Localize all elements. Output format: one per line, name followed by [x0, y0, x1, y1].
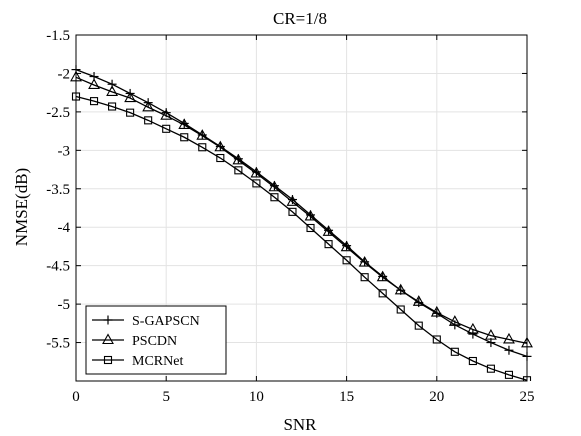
y-tick-label: -5 [58, 297, 71, 313]
triangle-marker [358, 255, 371, 267]
square-marker [432, 335, 441, 344]
square-marker [324, 240, 333, 249]
triangle-marker [178, 118, 191, 130]
triangle-marker [286, 195, 299, 206]
series-pscdn [70, 70, 533, 348]
triangle-marker [102, 333, 114, 345]
triangle-marker [268, 180, 281, 192]
square-marker [378, 289, 387, 298]
plot-area [70, 65, 533, 381]
square-marker [144, 116, 153, 125]
square-marker [360, 273, 369, 282]
triangle-marker [304, 209, 317, 221]
plus-marker [468, 329, 478, 339]
square-marker [288, 207, 297, 216]
triangle-marker [250, 166, 263, 178]
square-marker [234, 166, 243, 175]
triangle-marker [466, 322, 479, 334]
x-axis-label: SNR [283, 415, 317, 434]
triangle-marker [196, 129, 209, 140]
x-tick-label: 5 [162, 389, 170, 405]
y-tick-label: -3 [58, 143, 71, 159]
triangle-marker [232, 153, 245, 165]
legend-label: MCRNet [132, 354, 183, 369]
plot-frame [75, 34, 528, 382]
square-marker [504, 370, 514, 379]
square-marker [396, 305, 405, 314]
square-marker [216, 153, 225, 163]
square-marker [162, 124, 171, 133]
x-tick-label: 15 [339, 389, 354, 405]
square-marker [180, 133, 189, 142]
square-marker [71, 92, 81, 101]
y-tick-label: -3.5 [46, 182, 70, 198]
square-marker [414, 321, 423, 330]
series-line [75, 68, 528, 358]
triangle-marker [376, 270, 389, 282]
triangle-marker [160, 109, 173, 120]
plus-marker [504, 345, 514, 355]
triangle-marker [214, 140, 227, 152]
square-marker [522, 376, 532, 381]
series-mcrnet [71, 92, 532, 381]
x-tick-label: 10 [249, 389, 264, 405]
square-marker [103, 355, 113, 365]
square-marker [89, 97, 99, 106]
square-marker [108, 102, 117, 111]
y-tick-label: -2 [58, 66, 71, 82]
y-axis-label: NMSE(dB) [12, 168, 31, 246]
plus-marker [103, 315, 113, 325]
square-marker [270, 193, 279, 202]
triangle-marker [484, 329, 497, 340]
y-tick-label: -4.5 [46, 259, 70, 275]
triangle-marker [124, 91, 137, 103]
triangle-marker [70, 70, 82, 82]
triangle-marker [521, 336, 533, 348]
triangle-marker [503, 332, 515, 344]
x-tick-label: 0 [72, 389, 80, 405]
triangle-marker [448, 315, 461, 326]
triangle-marker [142, 100, 155, 112]
plus-marker [522, 351, 532, 361]
square-marker [450, 347, 459, 356]
triangle-marker [88, 78, 100, 90]
legend-label: PSCDN [132, 334, 177, 349]
x-tick-label: 25 [520, 389, 535, 405]
square-marker [486, 364, 495, 373]
triangle-marker [106, 85, 119, 96]
axes: 0 5 10 15 20 25 -1.5 -2 -2.5 -3 -3.5 -4 -4.5 -5 -5.5 [46, 28, 534, 405]
square-marker [306, 223, 315, 233]
x-tick-label: 20 [429, 389, 444, 405]
triangle-marker [340, 240, 353, 252]
y-tick-label: -5.5 [46, 336, 70, 352]
y-tick-label: -1.5 [46, 28, 70, 44]
legend: S-GAPSCN PSCDN MCRNet [85, 305, 227, 375]
square-marker [342, 256, 351, 265]
y-tick-label: -4 [58, 220, 71, 236]
y-tick-label: -2.5 [46, 105, 70, 121]
legend-label: S-GAPSCN [132, 314, 200, 329]
square-marker [252, 179, 261, 188]
triangle-marker [430, 305, 443, 317]
chart-title: CR=1/8 [273, 9, 327, 28]
triangle-marker [394, 283, 407, 295]
square-marker [198, 143, 207, 152]
triangle-marker [322, 225, 335, 236]
square-marker [126, 108, 135, 117]
square-marker [468, 356, 477, 366]
series-line [75, 76, 528, 344]
triangle-marker [412, 295, 425, 306]
